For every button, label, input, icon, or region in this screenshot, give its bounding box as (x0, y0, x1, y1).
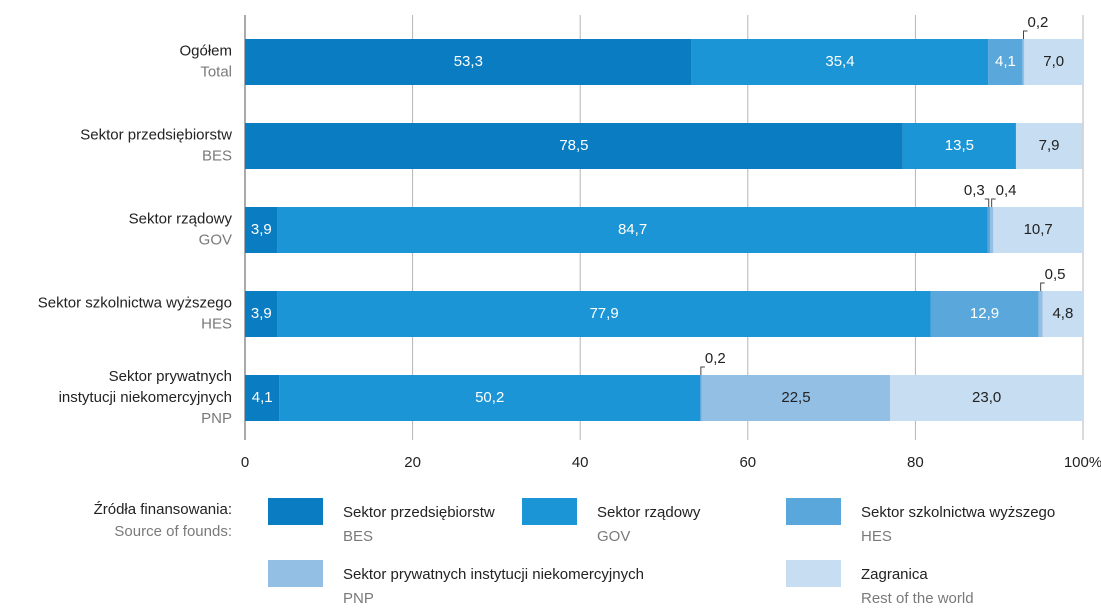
bar-segment (1038, 291, 1043, 337)
legend-label: Sektor rządowy (597, 504, 701, 521)
category-label: HES (201, 315, 232, 332)
legend-code: HES (861, 528, 892, 545)
bar-segment (902, 123, 1016, 169)
leader-line (1023, 30, 1028, 39)
value-label: 53,3 (454, 53, 483, 70)
value-label: 0,4 (996, 182, 1017, 199)
category-label: instytucji niekomercyjnych (59, 389, 232, 406)
value-label: 3,9 (251, 305, 272, 322)
value-label: 4,1 (252, 389, 273, 406)
x-tick-label: 20 (404, 454, 421, 471)
value-label: 7,9 (1039, 137, 1060, 154)
bar-segment (245, 291, 278, 337)
legend-label: Sektor prywatnych instytucji niekomercyj… (343, 566, 644, 583)
category-label: Sektor rządowy (129, 210, 233, 227)
value-label: 0,2 (1028, 14, 1049, 31)
bar-segment (277, 207, 988, 253)
legend-code: GOV (597, 528, 630, 545)
category-label: Sektor prywatnych (109, 368, 232, 385)
bar-segment (930, 291, 1039, 337)
value-label: 4,1 (995, 53, 1016, 70)
legend-title: Source of founds: (114, 523, 232, 540)
value-label: 12,9 (970, 305, 999, 322)
bar-segment (245, 375, 280, 421)
x-tick-label: 0 (241, 454, 249, 471)
value-label: 13,5 (945, 137, 974, 154)
value-label: 0,2 (705, 350, 726, 367)
bar-segment (989, 207, 994, 253)
value-label: 0,3 (964, 182, 985, 199)
value-label: 23,0 (972, 389, 1001, 406)
category-label: PNP (201, 410, 232, 427)
value-label: 0,5 (1045, 266, 1066, 283)
category-label: Sektor szkolnictwa wyższego (38, 294, 232, 311)
bar-segment (1024, 39, 1083, 85)
x-tick-label: 100% (1064, 454, 1101, 471)
legend-code: PNP (343, 590, 374, 607)
value-label: 3,9 (251, 221, 272, 238)
value-label: 22,5 (781, 389, 810, 406)
legend-label: Zagranica (861, 566, 928, 583)
x-tick-label: 80 (907, 454, 924, 471)
bar-segment (245, 207, 278, 253)
value-label: 7,0 (1043, 53, 1064, 70)
legend-swatch (268, 560, 323, 587)
bar-segment (1042, 291, 1083, 337)
bar-segment (988, 39, 1023, 85)
category-label: Ogółem (179, 42, 232, 59)
value-label: 50,2 (475, 389, 504, 406)
leader-line (984, 198, 990, 207)
bar-segment (279, 375, 701, 421)
x-tick-label: 60 (739, 454, 756, 471)
bar-segment (1022, 39, 1025, 85)
leader-line (700, 366, 705, 375)
legend-code: Rest of the world (861, 590, 974, 607)
legend-swatch (268, 498, 323, 525)
legend-swatch (786, 498, 841, 525)
value-label: 77,9 (589, 305, 618, 322)
value-label: 84,7 (618, 221, 647, 238)
leader-line (1040, 282, 1045, 291)
legend-code: BES (343, 528, 373, 545)
category-label: Sektor przedsiębiorstw (80, 126, 232, 143)
bar-segment (691, 39, 989, 85)
category-label: Total (200, 63, 232, 80)
bar-segment (1015, 123, 1083, 169)
bar-segment (701, 375, 891, 421)
value-label: 35,4 (825, 53, 854, 70)
category-label: GOV (199, 231, 232, 248)
bar-segment (987, 207, 990, 253)
bar-segment (277, 291, 931, 337)
bar-segment (890, 375, 1083, 421)
legend-title: Źródła finansowania: (94, 501, 232, 518)
category-label: BES (202, 147, 232, 164)
legend-label: Sektor szkolnictwa wyższego (861, 504, 1055, 521)
x-tick-label: 40 (572, 454, 589, 471)
bar-segment (245, 39, 692, 85)
legend-swatch (786, 560, 841, 587)
value-label: 10,7 (1024, 221, 1053, 238)
value-label: 4,8 (1052, 305, 1073, 322)
bar-segment (700, 375, 702, 421)
legend-swatch (522, 498, 577, 525)
value-label: 78,5 (559, 137, 588, 154)
leader-line (991, 198, 996, 207)
bar-segment (245, 123, 903, 169)
legend-label: Sektor przedsiębiorstw (343, 504, 495, 521)
bar-segment (993, 207, 1083, 253)
